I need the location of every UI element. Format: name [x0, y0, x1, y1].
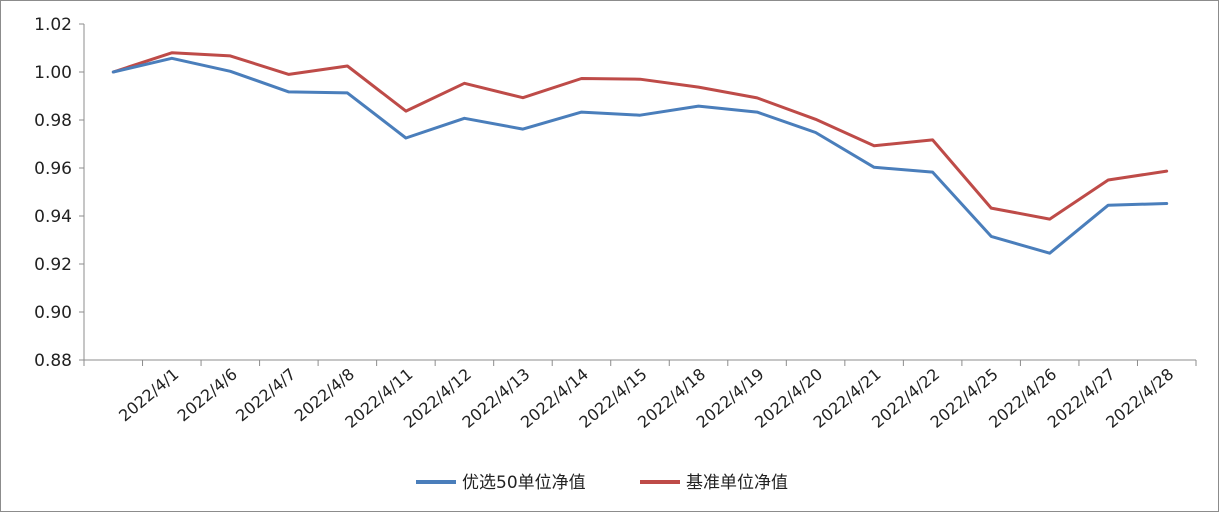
series-line-1 — [111, 51, 1169, 221]
x-tick-label: 2022/4/6 — [174, 365, 241, 426]
y-tick-label: 0.92 — [34, 255, 72, 275]
series-lines — [111, 51, 1169, 255]
y-tick-label: 0.98 — [34, 111, 72, 131]
y-tick-label: 1.00 — [34, 63, 72, 83]
y-tick-label: 1.02 — [34, 15, 72, 35]
y-tick-label: 0.88 — [34, 351, 72, 371]
y-axis-ticks: 0.88 0.90 0.92 0.94 0.96 0.98 1.00 1.02 — [34, 15, 84, 371]
y-tick-label: 0.94 — [34, 207, 72, 227]
x-tick-label: 2022/4/7 — [232, 365, 299, 426]
legend: 优选50单位净值 基准单位净值 — [416, 473, 788, 493]
x-axis-ticks: 2022/4/12022/4/62022/4/72022/4/82022/4/1… — [83, 360, 1197, 432]
legend-label-0: 优选50单位净值 — [462, 473, 586, 493]
y-tick-label: 0.90 — [34, 303, 72, 323]
y-tick-label: 0.96 — [34, 159, 72, 179]
x-tick-label: 2022/4/1 — [115, 365, 182, 426]
series-line-0 — [111, 56, 1169, 255]
legend-label-1: 基准单位净值 — [686, 473, 788, 493]
